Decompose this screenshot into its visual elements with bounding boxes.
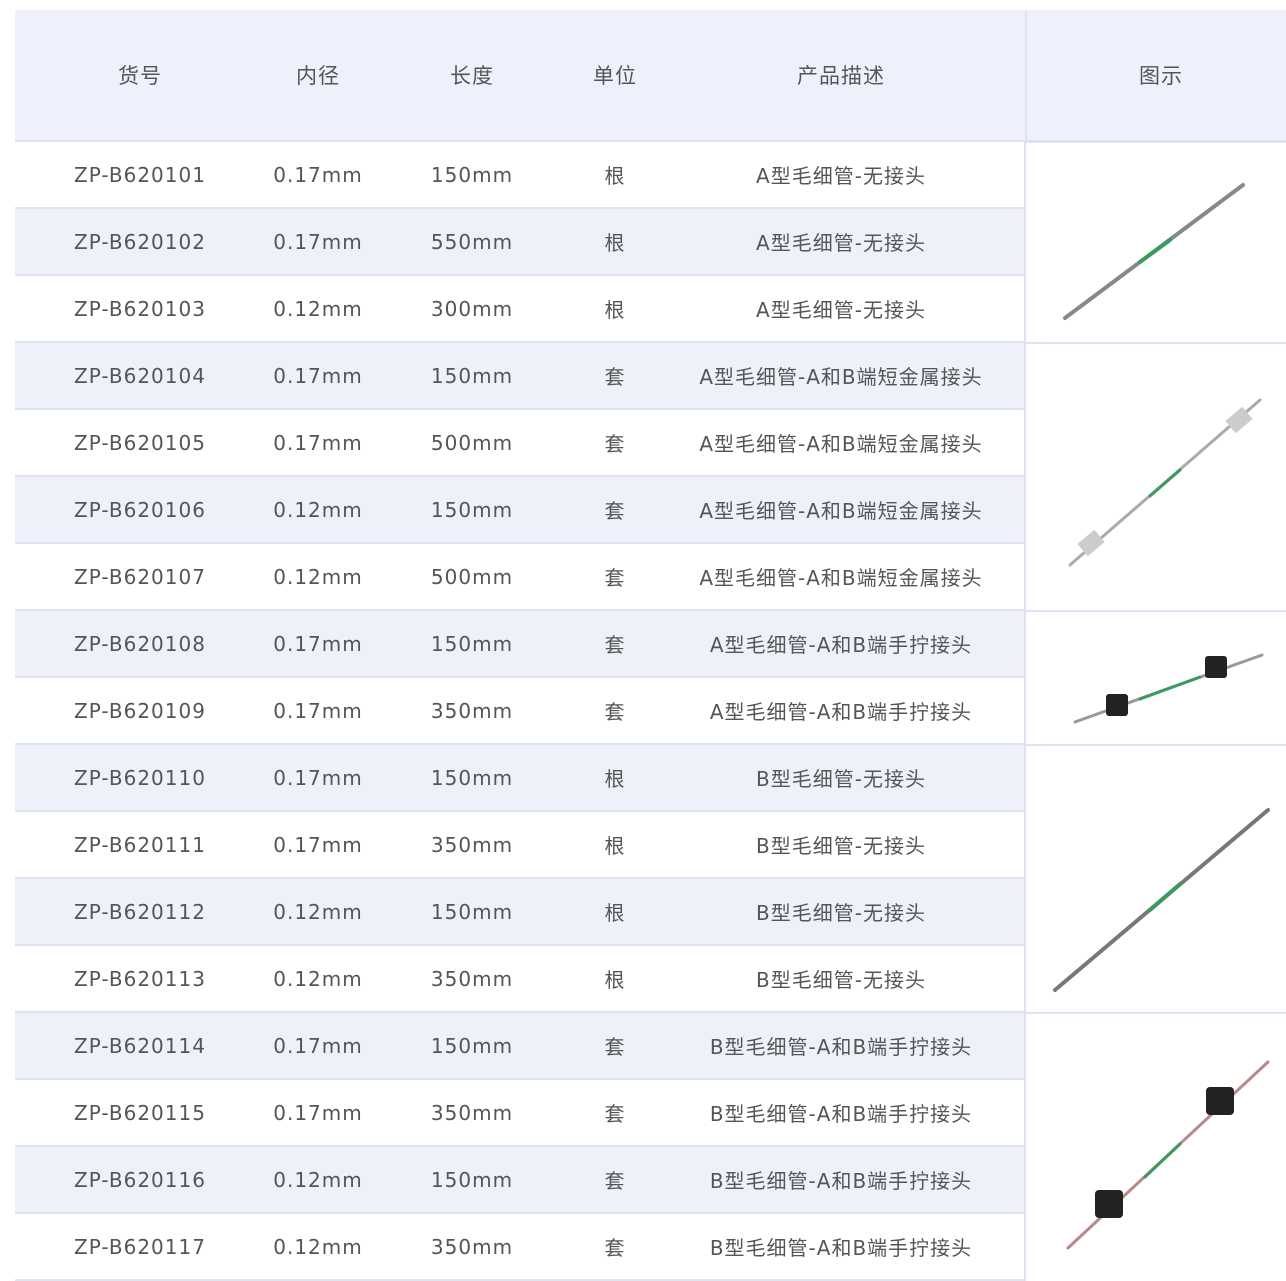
- table-cell: A型毛细管-A和B端短金属接头: [657, 343, 1025, 410]
- table-cell: 500mm: [371, 410, 573, 477]
- table-cell: ZP-B620102: [15, 209, 265, 276]
- table-cell: ZP-B620103: [15, 276, 265, 343]
- table-cell: 0.17mm: [265, 142, 371, 209]
- table-cell: 0.12mm: [265, 1147, 371, 1214]
- table-cell: 150mm: [371, 745, 573, 812]
- table-cell: B型毛细管-A和B端手拧接头: [657, 1214, 1025, 1281]
- table-cell: 350mm: [371, 1214, 573, 1281]
- table-cell: 0.12mm: [265, 544, 371, 611]
- table-cell: 0.17mm: [265, 678, 371, 745]
- table-cell: 150mm: [371, 611, 573, 678]
- table-cell: ZP-B620116: [15, 1147, 265, 1214]
- table-cell: ZP-B620117: [15, 1214, 265, 1281]
- table-cell: 0.17mm: [265, 812, 371, 879]
- table-cell: ZP-B620105: [15, 410, 265, 477]
- table-cell: ZP-B620104: [15, 343, 265, 410]
- table-cell: B型毛细管-A和B端手拧接头: [657, 1080, 1025, 1147]
- table-cell: ZP-B620108: [15, 611, 265, 678]
- table-cell: ZP-B620107: [15, 544, 265, 611]
- table-cell: 150mm: [371, 1147, 573, 1214]
- table-cell: A型毛细管-A和B端短金属接头: [657, 477, 1025, 544]
- table-cell: 500mm: [371, 544, 573, 611]
- table-cell: 根: [573, 879, 657, 946]
- table-cell: 550mm: [371, 209, 573, 276]
- table-cell: ZP-B620110: [15, 745, 265, 812]
- table-cell: B型毛细管-A和B端手拧接头: [657, 1147, 1025, 1214]
- header-cell: 内径: [265, 10, 371, 142]
- table-cell: 根: [573, 142, 657, 209]
- table-cell: ZP-B620111: [15, 812, 265, 879]
- table-cell: 套: [573, 1080, 657, 1147]
- header-cell: 单位: [573, 10, 657, 142]
- table-cell: 套: [573, 1214, 657, 1281]
- table-cell: A型毛细管-无接头: [657, 276, 1025, 343]
- table-cell: 300mm: [371, 276, 573, 343]
- table-cell: 套: [573, 343, 657, 410]
- table-cell: 150mm: [371, 343, 573, 410]
- table-cell: ZP-B620113: [15, 946, 265, 1013]
- table-cell: 150mm: [371, 142, 573, 209]
- table-cell: A型毛细管-A和B端手拧接头: [657, 678, 1025, 745]
- table-cell: 根: [573, 276, 657, 343]
- table-cell: 0.12mm: [265, 1214, 371, 1281]
- table-cell: 根: [573, 209, 657, 276]
- table-cell: A型毛细管-A和B端手拧接头: [657, 611, 1025, 678]
- table-cell: 0.12mm: [265, 276, 371, 343]
- table-cell: 350mm: [371, 812, 573, 879]
- table-cell: B型毛细管-无接头: [657, 812, 1025, 879]
- table-cell: A型毛细管-A和B端短金属接头: [657, 544, 1025, 611]
- table-cell: 套: [573, 1013, 657, 1080]
- table-cell: 根: [573, 946, 657, 1013]
- table-cell: B型毛细管-A和B端手拧接头: [657, 1013, 1025, 1080]
- table-cell: 0.17mm: [265, 209, 371, 276]
- table-cell: ZP-B620115: [15, 1080, 265, 1147]
- table-cell: 0.12mm: [265, 879, 371, 946]
- table-cell: A型毛细管-无接头: [657, 209, 1025, 276]
- table-cell: 150mm: [371, 477, 573, 544]
- table-cell: ZP-B620112: [15, 879, 265, 946]
- table-cell: ZP-B620114: [15, 1013, 265, 1080]
- table-cell: 0.17mm: [265, 745, 371, 812]
- table-cell: ZP-B620106: [15, 477, 265, 544]
- table-cell: 套: [573, 611, 657, 678]
- table-cell: B型毛细管-无接头: [657, 879, 1025, 946]
- table-cell: 套: [573, 1147, 657, 1214]
- table-cell: 0.12mm: [265, 946, 371, 1013]
- table-cell: A型毛细管-A和B端短金属接头: [657, 410, 1025, 477]
- table-cell: 套: [573, 477, 657, 544]
- header-cell: 长度: [371, 10, 573, 142]
- table-cell: 0.17mm: [265, 1080, 371, 1147]
- table-cell: B型毛细管-无接头: [657, 745, 1025, 812]
- table-cell: 150mm: [371, 879, 573, 946]
- table-cell: 350mm: [371, 946, 573, 1013]
- table-cell: 根: [573, 812, 657, 879]
- table-cell: 350mm: [371, 1080, 573, 1147]
- table-cell: 0.17mm: [265, 1013, 371, 1080]
- table-cell: 0.17mm: [265, 410, 371, 477]
- table-cell: ZP-B620101: [15, 142, 265, 209]
- table-cell: 350mm: [371, 678, 573, 745]
- table-cell: 根: [573, 745, 657, 812]
- header-cell: 货号: [15, 10, 265, 142]
- header-cell: 产品描述: [657, 10, 1025, 142]
- table-cell: 0.12mm: [265, 477, 371, 544]
- table-cell: 套: [573, 410, 657, 477]
- table-cell: ZP-B620109: [15, 678, 265, 745]
- table-cell: A型毛细管-无接头: [657, 142, 1025, 209]
- table-cell: 套: [573, 544, 657, 611]
- table-cell: 0.17mm: [265, 611, 371, 678]
- table-cell: 0.17mm: [265, 343, 371, 410]
- table-cell: B型毛细管-无接头: [657, 946, 1025, 1013]
- table-cell: 150mm: [371, 1013, 573, 1080]
- table-cell: 套: [573, 678, 657, 745]
